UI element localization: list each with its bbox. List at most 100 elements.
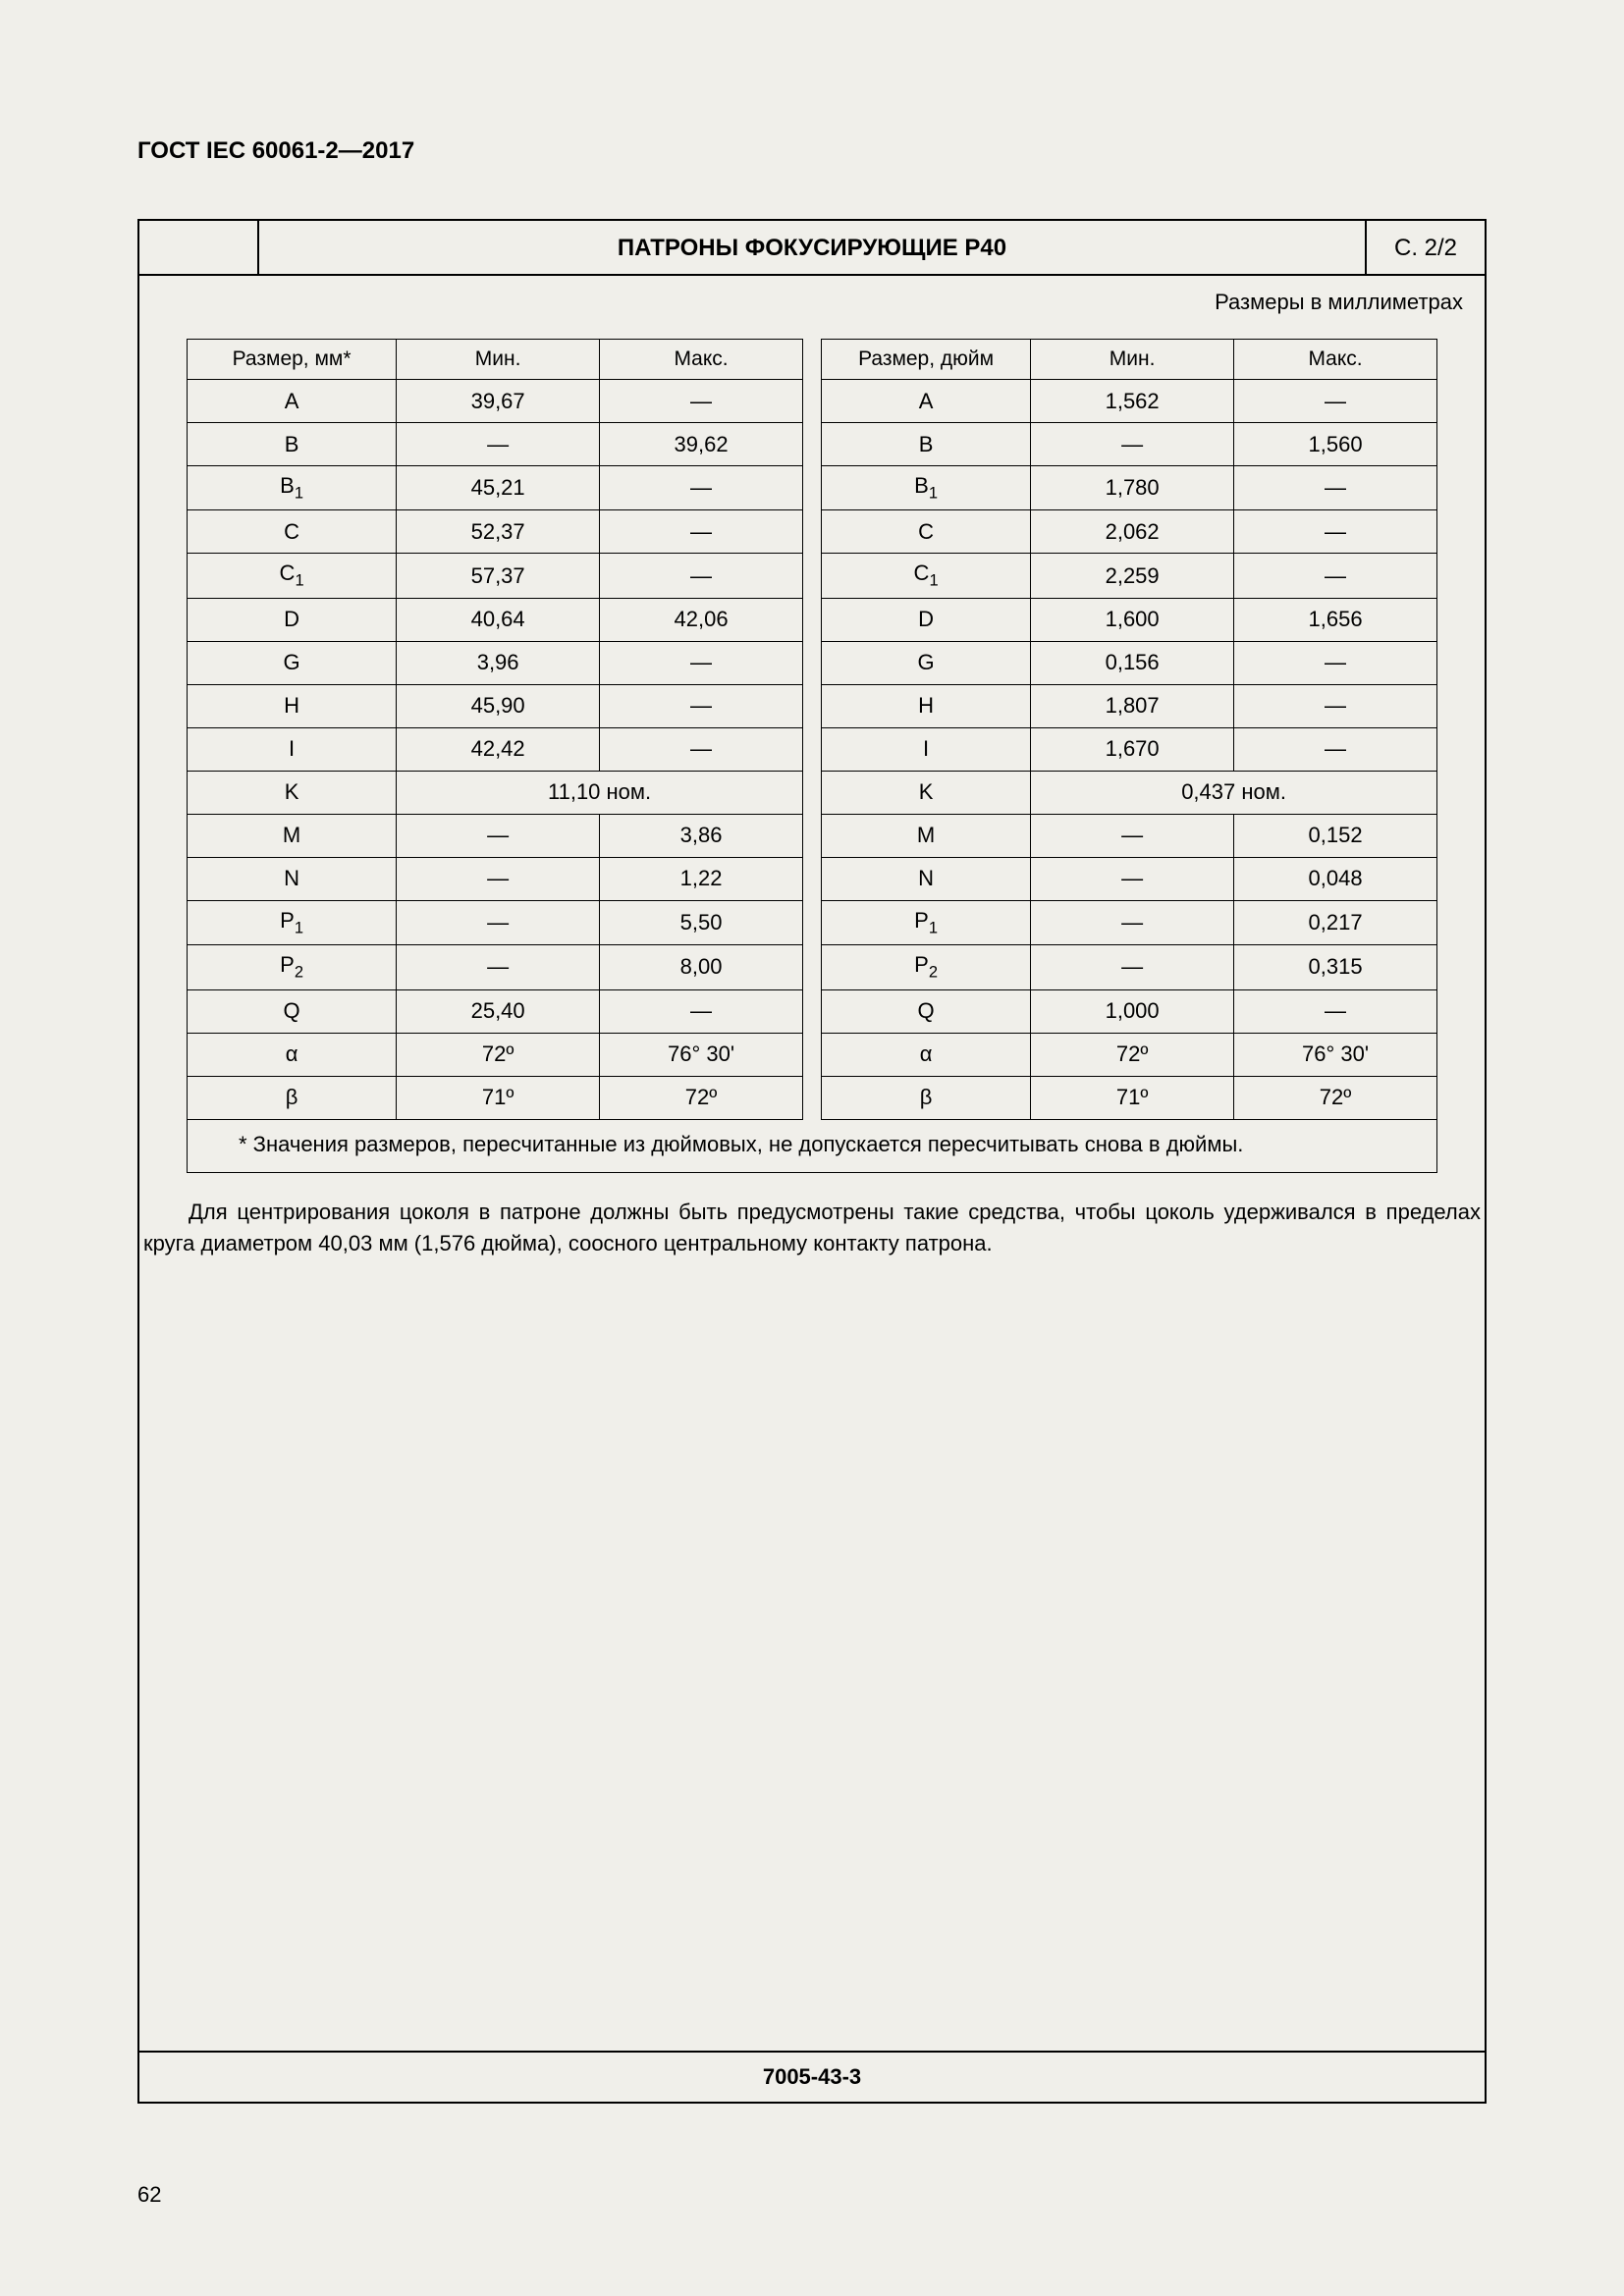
cell-min: 57,37 <box>397 554 600 598</box>
table-row: H1,807— <box>822 684 1437 727</box>
data-area: Размер, мм* Мин. Макс. A39,67— B—39,62 B… <box>139 339 1485 1173</box>
row-label: B <box>822 423 1031 466</box>
row-label: K <box>822 771 1031 814</box>
cell-nominal: 0,437 ном. <box>1031 771 1437 814</box>
table-row: P1—0,217 <box>822 900 1437 944</box>
col-max-mm: Макс. <box>600 340 803 380</box>
cell-min: — <box>1031 423 1234 466</box>
row-label: C1 <box>188 554 397 598</box>
row-label: N <box>188 857 397 900</box>
table-row: C157,37— <box>188 554 803 598</box>
cell-min: — <box>397 423 600 466</box>
row-label: A <box>188 380 397 423</box>
cell-min: 45,90 <box>397 684 600 727</box>
cell-max: 0,152 <box>1234 814 1437 857</box>
cell-nominal: 11,10 ном. <box>397 771 803 814</box>
row-label: K <box>188 771 397 814</box>
table-row: K11,10 ном. <box>188 771 803 814</box>
row-label: H <box>188 684 397 727</box>
page: ГОСТ IEC 60061-2—2017 ПАТРОНЫ ФОКУСИРУЮЩ… <box>0 0 1624 2296</box>
cell-max: 39,62 <box>600 423 803 466</box>
sheet-page-ref: С. 2/2 <box>1367 221 1485 274</box>
row-label: C1 <box>822 554 1031 598</box>
table-row: D40,6442,06 <box>188 598 803 641</box>
cell-min: 2,062 <box>1031 510 1234 554</box>
row-label: D <box>822 598 1031 641</box>
row-label: G <box>822 641 1031 684</box>
units-note: Размеры в миллиметрах <box>139 276 1485 339</box>
cell-max: — <box>1234 727 1437 771</box>
table-row: β71º72º <box>188 1076 803 1119</box>
row-label: Q <box>188 989 397 1033</box>
col-min-inch: Мин. <box>1031 340 1234 380</box>
cell-max: — <box>600 466 803 510</box>
table-row: A1,562— <box>822 380 1437 423</box>
cell-min: — <box>1031 900 1234 944</box>
cell-max: — <box>1234 554 1437 598</box>
cell-min: 45,21 <box>397 466 600 510</box>
sheet-title: ПАТРОНЫ ФОКУСИРУЮЩИЕ P40 <box>259 221 1367 274</box>
col-size-mm: Размер, мм* <box>188 340 397 380</box>
row-label: B <box>188 423 397 466</box>
table-row: H45,90— <box>188 684 803 727</box>
page-number: 62 <box>137 2182 161 2208</box>
table-row: B—39,62 <box>188 423 803 466</box>
row-label: β <box>188 1076 397 1119</box>
cell-max: — <box>600 989 803 1033</box>
table-row: M—3,86 <box>188 814 803 857</box>
table-row: G0,156— <box>822 641 1437 684</box>
table-row: B11,780— <box>822 466 1437 510</box>
cell-min: 72º <box>1031 1033 1234 1076</box>
row-label: D <box>188 598 397 641</box>
table-row: C52,37— <box>188 510 803 554</box>
row-label: I <box>188 727 397 771</box>
cell-max: — <box>600 727 803 771</box>
table-row: B145,21— <box>188 466 803 510</box>
cell-max: 5,50 <box>600 900 803 944</box>
cell-max: — <box>1234 466 1437 510</box>
cell-max: — <box>1234 684 1437 727</box>
cell-min: 40,64 <box>397 598 600 641</box>
table-row: Q25,40— <box>188 989 803 1033</box>
table-row: B—1,560 <box>822 423 1437 466</box>
document-standard-header: ГОСТ IEC 60061-2—2017 <box>137 137 1487 165</box>
table-row: A39,67— <box>188 380 803 423</box>
cell-min: 1,670 <box>1031 727 1234 771</box>
table-row: P1—5,50 <box>188 900 803 944</box>
sheet-footer-code: 7005-43-3 <box>139 2051 1485 2102</box>
row-label: β <box>822 1076 1031 1119</box>
cell-min: 1,780 <box>1031 466 1234 510</box>
col-max-inch: Макс. <box>1234 340 1437 380</box>
row-label: M <box>188 814 397 857</box>
table-row: N—0,048 <box>822 857 1437 900</box>
cell-max: 42,06 <box>600 598 803 641</box>
col-size-inch: Размер, дюйм <box>822 340 1031 380</box>
row-label: P2 <box>188 945 397 989</box>
row-label: P1 <box>188 900 397 944</box>
cell-min: 39,67 <box>397 380 600 423</box>
table-header-row: Размер, мм* Мин. Макс. <box>188 340 803 380</box>
cell-min: 1,562 <box>1031 380 1234 423</box>
table-row: C12,259— <box>822 554 1437 598</box>
row-label: C <box>822 510 1031 554</box>
cell-min: — <box>1031 814 1234 857</box>
cell-max: 0,315 <box>1234 945 1437 989</box>
table-row: K0,437 ном. <box>822 771 1437 814</box>
cell-max: — <box>600 510 803 554</box>
cell-min: 25,40 <box>397 989 600 1033</box>
cell-max: — <box>1234 380 1437 423</box>
cell-max: 1,656 <box>1234 598 1437 641</box>
table-footnote: * Значения размеров, пересчитанные из дю… <box>187 1120 1437 1174</box>
cell-min: — <box>1031 857 1234 900</box>
cell-max: — <box>600 554 803 598</box>
cell-max: 72º <box>1234 1076 1437 1119</box>
cell-max: — <box>1234 641 1437 684</box>
cell-max: 1,22 <box>600 857 803 900</box>
title-row: ПАТРОНЫ ФОКУСИРУЮЩИЕ P40 С. 2/2 <box>139 221 1485 276</box>
row-label: B1 <box>822 466 1031 510</box>
cell-min: — <box>397 814 600 857</box>
body-paragraph: Для центрирования цоколя в патроне должн… <box>139 1173 1485 1259</box>
cell-max: — <box>1234 510 1437 554</box>
cell-max: 76° 30' <box>1234 1033 1437 1076</box>
cell-min: 1,807 <box>1031 684 1234 727</box>
